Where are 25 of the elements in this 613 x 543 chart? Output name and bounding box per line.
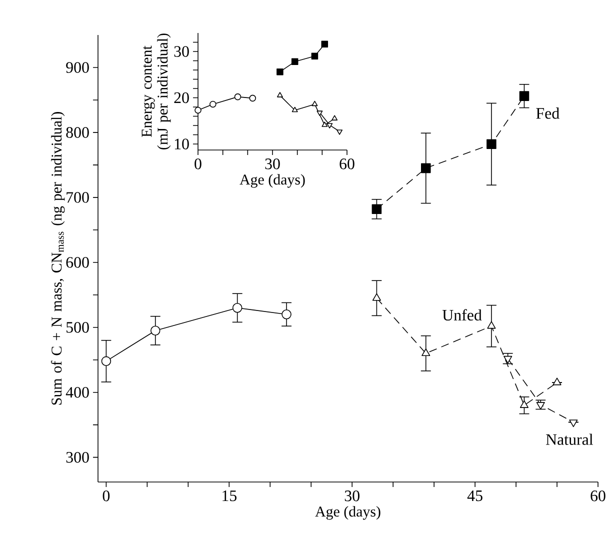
x-tick-label: 15 (222, 490, 236, 502)
y-tick-label: 600 (66, 257, 89, 268)
y-axis-title: Sum of C + N mass, CN$_{mass}$ (ng per individual) (50, 112, 65, 405)
series-label: Unfed (442, 309, 482, 321)
x-tick-label: 45 (467, 490, 482, 502)
y-axis-title: Energy content (mJ per individual) (142, 34, 171, 150)
y-tick-label: 20 (174, 92, 189, 104)
series-label: Natural (546, 434, 594, 445)
x-tick-label: 30 (344, 490, 360, 502)
y-tick-label: 800 (66, 127, 89, 138)
x-tick-label: 60 (590, 490, 606, 502)
y-tick-label: 500 (66, 322, 89, 333)
x-tick-label: 60 (340, 158, 354, 170)
x-axis-title: Age (days) (240, 174, 305, 188)
y-tick-label: 900 (66, 62, 89, 73)
y-tick-label: 400 (66, 386, 89, 398)
y-tick-label: 300 (66, 452, 89, 463)
x-tick-label: 30 (265, 158, 280, 170)
x-tick-label: 0 (102, 490, 110, 502)
y-tick-label: 10 (174, 138, 189, 150)
x-axis-title: Age (days) (315, 506, 380, 520)
y-tick-label: 700 (66, 192, 89, 203)
series-label: Fed (536, 108, 560, 119)
y-tick-label: 30 (174, 46, 189, 57)
x-tick-label: 0 (194, 158, 202, 170)
